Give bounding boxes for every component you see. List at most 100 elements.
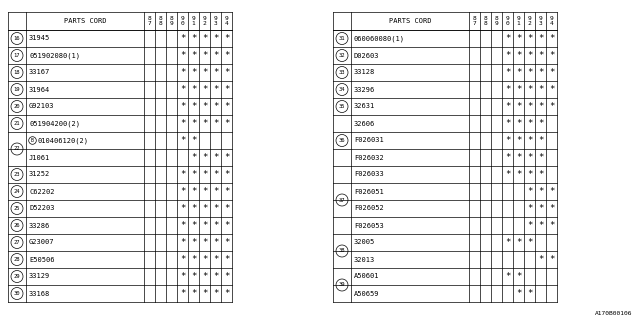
Text: E50506: E50506 [29,257,54,262]
Text: 8
7: 8 7 [148,16,152,26]
Text: 33168: 33168 [29,291,51,297]
Text: D52203: D52203 [29,205,54,212]
Text: *: * [202,51,207,60]
Text: *: * [549,221,554,230]
Text: 23: 23 [13,172,20,177]
Text: *: * [516,289,521,298]
Text: 060060080(1): 060060080(1) [354,35,405,42]
Text: *: * [527,119,532,128]
Text: *: * [213,204,218,213]
Text: F026033: F026033 [354,172,384,178]
Text: 38: 38 [339,249,345,253]
Text: *: * [224,102,229,111]
Text: 32631: 32631 [354,103,375,109]
Text: *: * [202,238,207,247]
Text: *: * [180,170,185,179]
Text: *: * [527,204,532,213]
Text: *: * [191,85,196,94]
Text: *: * [180,187,185,196]
Text: *: * [180,272,185,281]
Text: J1061: J1061 [29,155,51,161]
Text: 20: 20 [13,104,20,109]
Text: 9
0: 9 0 [180,16,184,26]
Text: *: * [202,221,207,230]
Text: *: * [527,51,532,60]
Text: 31: 31 [339,36,345,41]
Text: *: * [549,255,554,264]
Text: *: * [213,68,218,77]
Text: *: * [180,34,185,43]
Text: PARTS CORD: PARTS CORD [388,18,431,24]
Text: *: * [549,68,554,77]
Text: *: * [202,204,207,213]
Text: *: * [549,204,554,213]
Text: *: * [505,51,510,60]
Text: *: * [527,221,532,230]
Text: A50601: A50601 [354,274,380,279]
Text: 17: 17 [13,53,20,58]
Text: *: * [549,34,554,43]
Text: 051904200(2): 051904200(2) [29,120,80,127]
Text: 010406120(2): 010406120(2) [37,137,88,144]
Text: *: * [213,51,218,60]
Text: *: * [213,102,218,111]
Text: *: * [516,238,521,247]
Text: A170B00106: A170B00106 [595,311,632,316]
Text: *: * [516,136,521,145]
Text: *: * [191,221,196,230]
Text: *: * [224,51,229,60]
Text: *: * [191,255,196,264]
Text: *: * [213,272,218,281]
Text: 33167: 33167 [29,69,51,76]
Text: *: * [527,170,532,179]
Text: *: * [202,153,207,162]
Text: *: * [224,68,229,77]
Text: *: * [180,255,185,264]
Text: *: * [505,136,510,145]
Text: 9
1: 9 1 [516,16,520,26]
Text: *: * [202,170,207,179]
Text: *: * [538,34,543,43]
Text: *: * [180,119,185,128]
Text: *: * [202,68,207,77]
Text: A50659: A50659 [354,291,380,297]
Text: 37: 37 [339,197,345,203]
Text: *: * [180,221,185,230]
Text: PARTS CORD: PARTS CORD [64,18,106,24]
Text: *: * [538,170,543,179]
Text: *: * [224,221,229,230]
Text: *: * [505,153,510,162]
Text: *: * [549,85,554,94]
Text: *: * [549,51,554,60]
Text: 051902080(1): 051902080(1) [29,52,80,59]
Text: *: * [516,153,521,162]
Text: *: * [224,170,229,179]
Text: *: * [213,187,218,196]
Text: *: * [527,68,532,77]
Text: 28: 28 [13,257,20,262]
Text: 25: 25 [13,206,20,211]
Text: *: * [191,34,196,43]
Text: *: * [202,255,207,264]
Text: 19: 19 [13,87,20,92]
Text: *: * [191,170,196,179]
Text: *: * [516,272,521,281]
Text: *: * [516,102,521,111]
Text: 31964: 31964 [29,86,51,92]
Text: *: * [224,85,229,94]
Text: 27: 27 [13,240,20,245]
Text: *: * [224,272,229,281]
Text: 22: 22 [13,147,20,151]
Text: *: * [538,85,543,94]
Text: *: * [180,51,185,60]
Text: 9
0: 9 0 [506,16,509,26]
Text: 33296: 33296 [354,86,375,92]
Text: *: * [527,153,532,162]
Text: *: * [202,272,207,281]
Text: *: * [538,153,543,162]
Text: *: * [180,85,185,94]
Text: 21: 21 [13,121,20,126]
Text: 9
2: 9 2 [527,16,531,26]
Text: *: * [538,255,543,264]
Text: *: * [191,153,196,162]
